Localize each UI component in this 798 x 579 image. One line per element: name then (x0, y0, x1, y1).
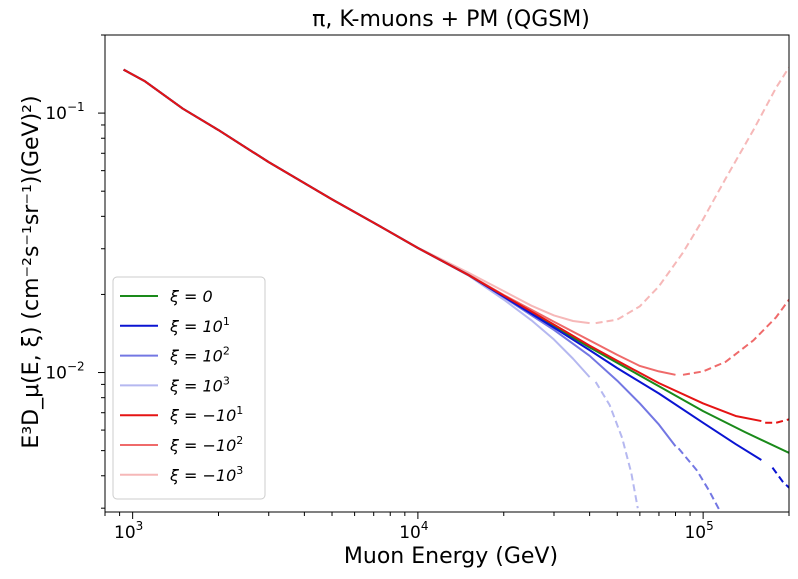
x-tick-label: 103 (114, 519, 143, 543)
y-axis-label: E³D_μ(E, ξ) (cm⁻²s⁻¹sr⁻¹)(GeV)²) (19, 95, 44, 448)
legend-label: ξ = −101 (169, 404, 243, 425)
series-line-dashed (677, 447, 722, 512)
series-line-dashed (682, 299, 789, 376)
y-tick-label: 10−2 (45, 360, 84, 384)
chart-title: π, K-muons + PM (QGSM) (312, 7, 590, 32)
legend-label: ξ = 101 (169, 315, 230, 336)
plot-frame (104, 34, 790, 513)
x-axis-ticks: 103 104 105 (104, 512, 790, 543)
y-tick-label: 10−1 (45, 100, 84, 124)
legend-label: ξ = 0 (169, 287, 213, 306)
x-tick-label: 104 (399, 519, 428, 543)
series-line-dashed (765, 418, 789, 424)
series-line-dashed (595, 66, 789, 325)
x-axis-label: Muon Energy (GeV) (344, 544, 558, 569)
legend-label: ξ = 103 (169, 374, 230, 395)
legend-label: ξ = −102 (169, 434, 243, 455)
x-tick-label: 105 (684, 519, 713, 543)
legend-box (112, 276, 266, 500)
y-axis-ticks: 10−2 10−1 (45, 34, 105, 509)
series-line-dashed (771, 467, 789, 489)
legend-label: ξ = −103 (169, 464, 243, 485)
series-lines (123, 66, 789, 512)
series-line-solid (123, 68, 762, 423)
series-line-dashed (594, 381, 639, 509)
legend-label: ξ = 102 (169, 345, 230, 366)
legend: ξ = 0 ξ = 101 ξ = 102 ξ = 103 ξ = −101 ξ = −1… (112, 276, 266, 500)
